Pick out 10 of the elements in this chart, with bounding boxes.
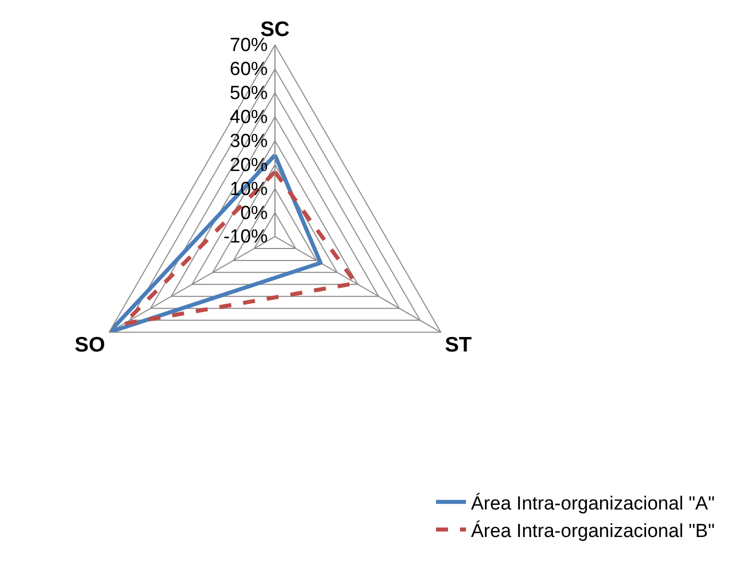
y-tick-label: 30% [230, 130, 268, 152]
legend-label: Área Intra-organizacional "B" [471, 520, 715, 542]
y-tick-label: -10% [223, 226, 268, 248]
y-tick-label: 60% [230, 59, 268, 80]
spoke-label: ST [444, 333, 472, 356]
legend-label: Área Intra-organizacional "A" [471, 492, 715, 514]
spoke-label: SO [74, 333, 106, 356]
y-tick-label: 0% [240, 202, 268, 224]
y-tick-label: 50% [230, 83, 268, 104]
y-tick-label: 40% [230, 106, 268, 128]
